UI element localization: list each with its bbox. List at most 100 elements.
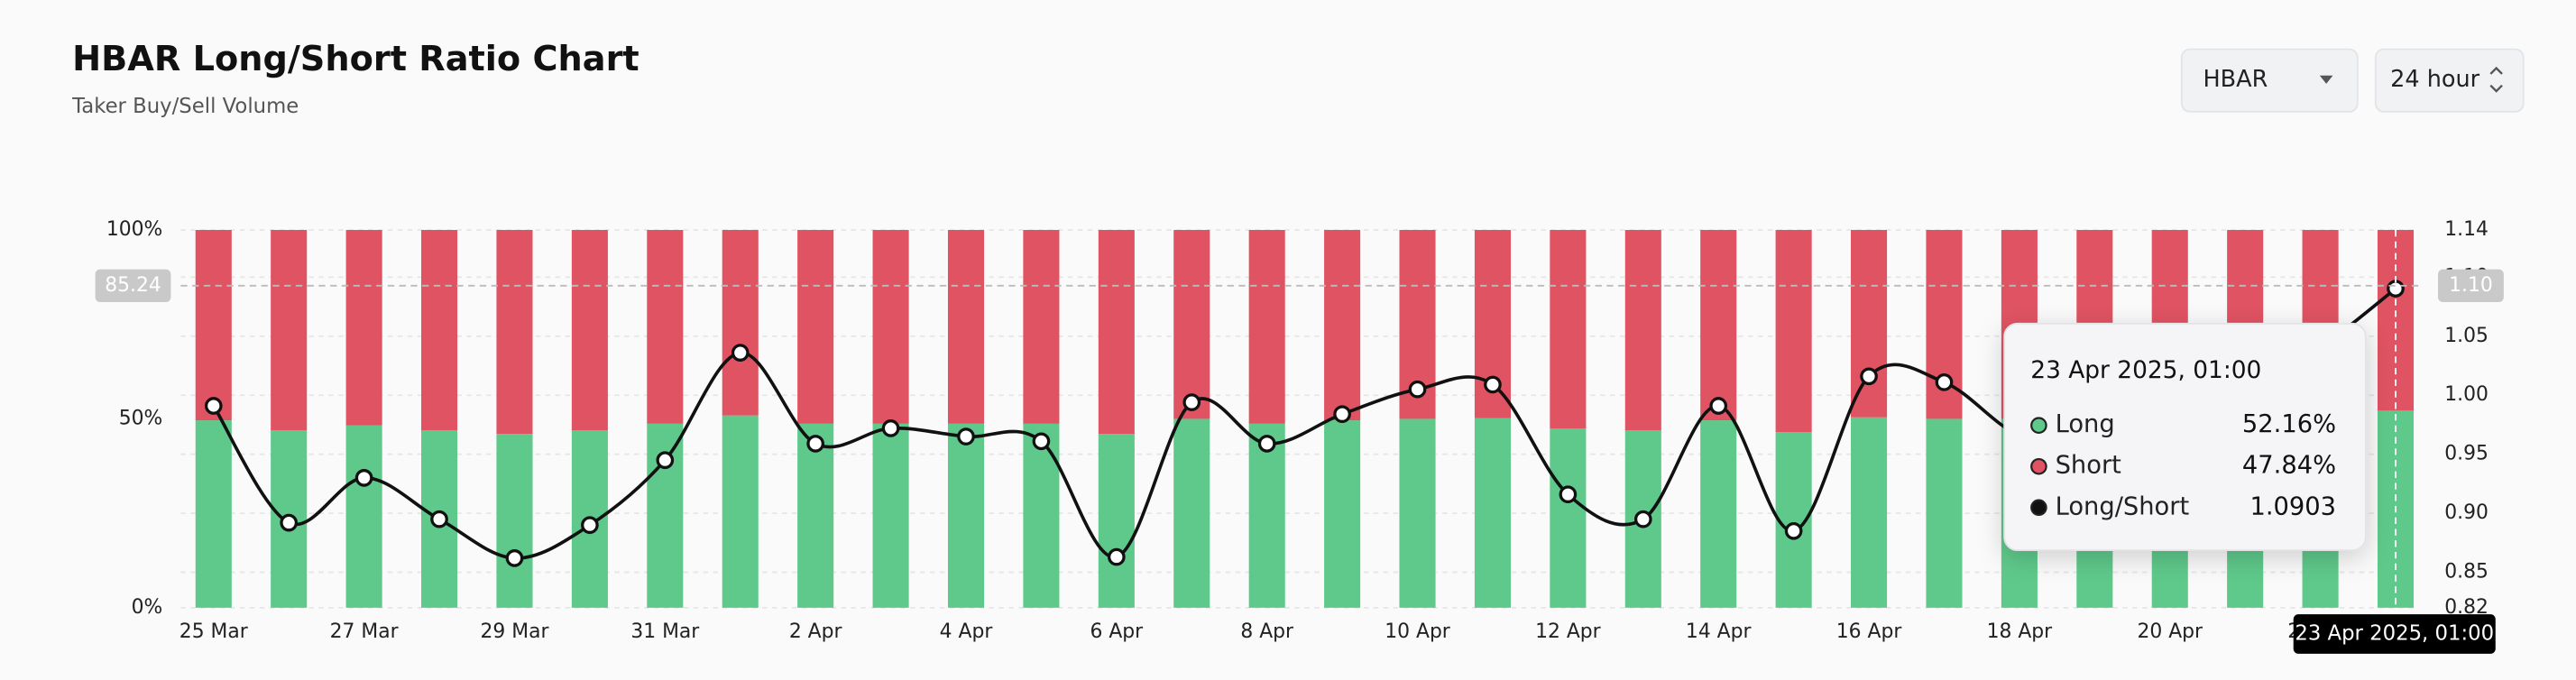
- ratio-point: [505, 549, 524, 567]
- ratio-point: [731, 344, 750, 362]
- long-bar: [1098, 434, 1135, 608]
- short-bar: [1700, 229, 1737, 421]
- select-value[interactable]: 24 hour: [2390, 66, 2479, 93]
- select-box[interactable]: [2180, 48, 2359, 113]
- ratio-point: [881, 419, 900, 437]
- x-tick-label: 27 Mar: [330, 620, 399, 643]
- long-bar: [345, 425, 382, 608]
- ratio-point: [1633, 510, 1652, 528]
- y2-tick-label: 0.85: [2444, 561, 2489, 584]
- long-bar: [1399, 418, 1436, 608]
- x-tick-label: 2 Apr: [789, 620, 842, 643]
- crosshair-y-label: 85.24: [105, 274, 161, 297]
- ratio-point: [354, 469, 373, 487]
- x-tick-label: 12 Apr: [1535, 620, 1601, 643]
- short-bar: [496, 229, 533, 435]
- ratio-point: [204, 397, 223, 415]
- ratio-point: [1484, 375, 1502, 394]
- ratio-point: [1408, 380, 1427, 399]
- short-bar: [1624, 229, 1661, 430]
- short-bar: [1550, 229, 1587, 429]
- tooltip-series-name: Long: [2056, 410, 2115, 438]
- ratio-point: [1860, 367, 1878, 386]
- ratio-point: [1935, 373, 1954, 391]
- short-bar: [1173, 229, 1210, 419]
- short-bar: [345, 229, 382, 426]
- symbol-select[interactable]: HBAR: [2180, 48, 2359, 113]
- tooltip-swatch: [2030, 417, 2047, 434]
- x-tick-label: 16 Apr: [1836, 620, 1902, 643]
- tooltip-series-name: Short: [2056, 452, 2122, 480]
- ratio-point: [656, 451, 675, 470]
- y-tick-label: 50%: [119, 407, 163, 429]
- short-bar: [195, 229, 232, 421]
- ratio-point: [957, 427, 975, 446]
- long-bar: [1023, 423, 1060, 608]
- chevrons: [2489, 66, 2503, 93]
- x-tick-label: 20 Apr: [2137, 620, 2203, 643]
- x-tick-label: 31 Mar: [630, 620, 699, 643]
- chart-title: HBAR Long/Short Ratio Chart: [72, 40, 639, 79]
- x-tick-label: 14 Apr: [1686, 620, 1752, 643]
- short-bar: [722, 229, 759, 416]
- short-bar: [1248, 229, 1285, 424]
- long-bar: [947, 423, 985, 608]
- long-bar: [1324, 420, 1361, 608]
- y-tick-label: 100%: [106, 218, 162, 241]
- ratio-point: [806, 435, 824, 453]
- tooltip-value: 52.16%: [2242, 410, 2336, 438]
- tooltip-swatch: [2030, 457, 2047, 475]
- long-bar: [872, 423, 909, 608]
- crosshair-y2-box: [2438, 269, 2504, 303]
- long-bar: [1474, 418, 1511, 608]
- x-tick-label: 25 Mar: [179, 620, 248, 643]
- y-tick-label: 0%: [132, 596, 163, 619]
- ratio-point: [1709, 397, 1728, 415]
- interval-select[interactable]: 24 hour: [2374, 48, 2525, 113]
- y2-tick-label: 0.95: [2444, 443, 2489, 465]
- long-bar: [1700, 420, 1737, 608]
- ratio-point: [280, 513, 299, 532]
- long-bar: [1550, 428, 1587, 608]
- tooltip-title: 23 Apr 2025, 01:00: [2030, 356, 2261, 384]
- short-bar: [1851, 229, 1888, 418]
- long-bar: [496, 434, 533, 608]
- tooltip-box: [2003, 322, 2367, 552]
- tooltip-series-name: Long/Short: [2056, 492, 2190, 520]
- short-bar: [1098, 229, 1135, 435]
- chart-subtitle: Taker Buy/Sell Volume: [71, 95, 299, 118]
- x-tick-label: 29 Mar: [480, 620, 548, 643]
- x-tick-label: 10 Apr: [1385, 620, 1450, 643]
- caret: [2319, 75, 2333, 84]
- crosshair-y2-label: 1.10: [2449, 274, 2493, 297]
- long-bar: [797, 423, 834, 608]
- y2-tick-label: 1.00: [2444, 383, 2489, 406]
- x-tick-label: 8 Apr: [1240, 620, 1293, 643]
- ratio-point: [1333, 405, 1351, 424]
- x-tick-label: 6 Apr: [1090, 620, 1144, 643]
- short-bar: [872, 229, 909, 424]
- short-bar: [947, 229, 985, 424]
- short-bar: [271, 229, 308, 430]
- plot: 0.820.850.900.951.001.051.101.140%50%100…: [95, 218, 2504, 654]
- ratio-point: [1182, 393, 1201, 411]
- ratio-point: [1784, 521, 1803, 540]
- select-value[interactable]: HBAR: [2203, 66, 2268, 93]
- short-bar: [1324, 229, 1361, 421]
- crosshair-x-label: 23 Apr 2025, 01:00: [2295, 622, 2494, 646]
- short-bar: [797, 229, 834, 424]
- select-box[interactable]: [2374, 48, 2525, 113]
- long-bar: [1248, 423, 1285, 608]
- y2-tick-label: 0.90: [2444, 501, 2489, 524]
- ratio-point: [1108, 547, 1126, 566]
- long-bar: [722, 415, 759, 608]
- ratio-point: [1257, 435, 1276, 453]
- tooltip: 23 Apr 2025, 01:00 Long 52.16% Short 47.84% L…: [2003, 322, 2367, 552]
- short-bar: [1775, 229, 1812, 433]
- long-bar: [195, 420, 232, 608]
- crosshair-x-box: [2293, 614, 2496, 654]
- long-bar: [1926, 418, 1963, 608]
- long-bar: [1173, 418, 1210, 608]
